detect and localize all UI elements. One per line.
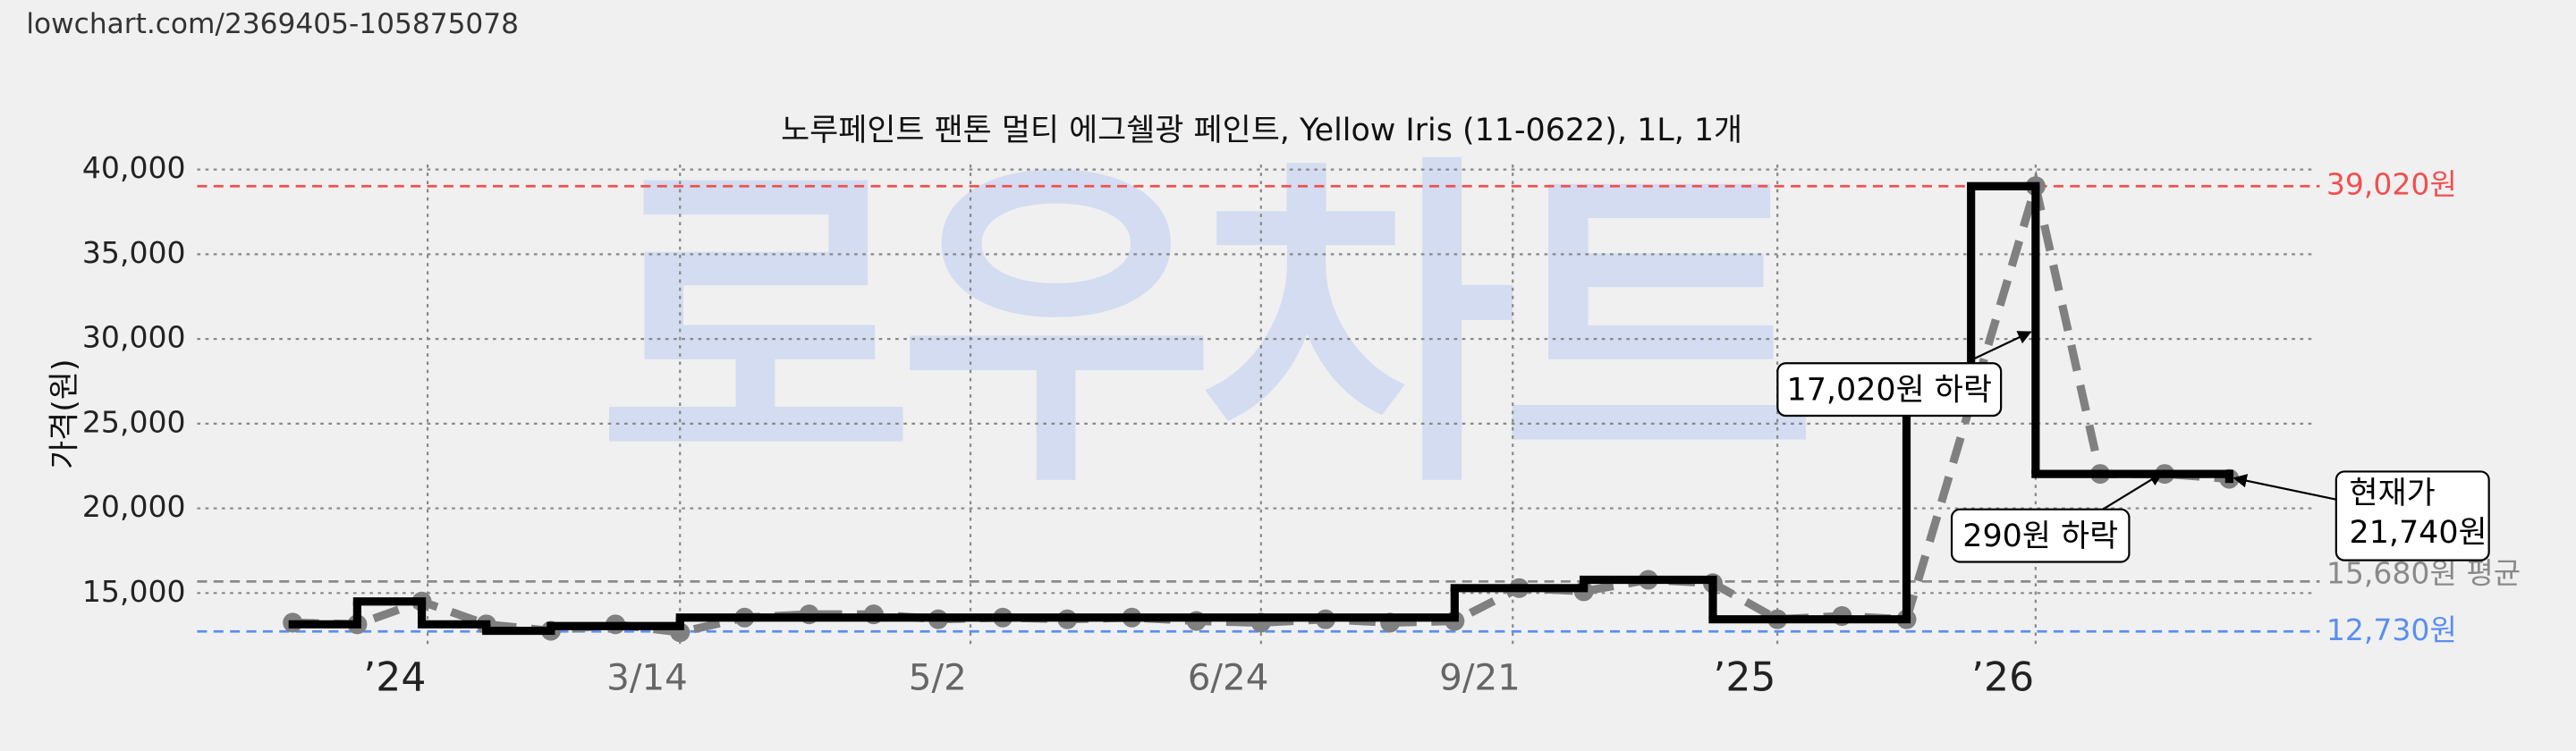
annotation-box <box>1950 508 2131 563</box>
x-tick-label: ’24 <box>363 655 426 701</box>
reference-label: 15,680원 평균 <box>2326 556 2521 591</box>
y-tick-label: 25,000 <box>82 404 186 439</box>
annotation-text: 현재가 <box>2350 476 2436 511</box>
x-tick-label: 6/24 <box>1188 656 1269 699</box>
x-tick-label: 3/14 <box>606 656 688 699</box>
x-tick-label: ’25 <box>1713 655 1775 701</box>
y-tick-label: 15,000 <box>82 574 186 609</box>
annotation-box <box>2334 470 2490 561</box>
y-axis-label: 가격(원) <box>47 359 82 468</box>
x-tick-label: 9/21 <box>1439 656 1521 699</box>
x-tick-label: ’26 <box>1971 655 2034 701</box>
y-tick-label: 35,000 <box>82 235 186 270</box>
annotation-box <box>1776 362 2003 418</box>
y-tick-label: 30,000 <box>82 320 186 355</box>
annotation-text: 290원 하락 <box>1962 519 2118 554</box>
y-tick-label: 20,000 <box>82 489 186 524</box>
watermark: 로우차트 <box>597 128 1808 529</box>
chart-title: 노루페인트 팬톤 멀티 에그쉘광 페인트, Yellow Iris (11-06… <box>781 113 1742 148</box>
annotation-arrow <box>2233 474 2337 501</box>
reference-label: 39,020원 <box>2326 167 2457 202</box>
price-line <box>292 170 2230 637</box>
x-tick-label: 5/2 <box>909 656 967 699</box>
annotation-arrow <box>2102 472 2164 511</box>
annotation-arrow <box>1967 331 2032 363</box>
annotation-text: 21,740원 <box>2350 515 2487 551</box>
annotation-text: 17,020원 하락 <box>1787 372 1992 408</box>
y-tick-label: 40,000 <box>82 150 186 185</box>
reference-label: 12,730원 <box>2326 612 2457 647</box>
url: lowchart.com/2369405-105875078 <box>26 8 519 40</box>
